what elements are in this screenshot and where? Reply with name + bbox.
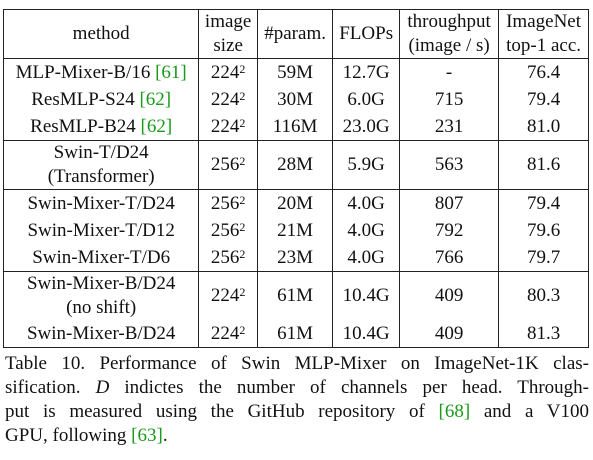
flops-cell: 6.0G xyxy=(332,86,400,113)
throughput-cell: 715 xyxy=(399,86,499,113)
table-row: ResMLP-S24 [62] 2242 30M 6.0G 715 79.4 xyxy=(3,86,589,113)
flops-cell: 4.0G xyxy=(332,217,400,244)
params-cell: 21M xyxy=(256,217,333,244)
method-cell: Swin-Mixer-B/D24 xyxy=(3,320,200,348)
method-cell: ResMLP-B24 [62] xyxy=(3,113,200,141)
table-row: Swin-Mixer-T/D12 2562 21M 4.0G 792 79.6 xyxy=(3,217,589,244)
accuracy-cell: 79.7 xyxy=(498,244,589,272)
citation-link[interactable]: [62] xyxy=(140,115,173,137)
accuracy-cell: 79.6 xyxy=(498,217,589,244)
image-size-cell: 2242 xyxy=(198,271,258,320)
accuracy-cell: 81.3 xyxy=(498,320,589,348)
table-row: ResMLP-B24 [62] 2242 116M 23.0G 231 81.0 xyxy=(3,113,589,141)
caption-line: GPU, following [63]. xyxy=(5,425,168,446)
image-size-cell: 2242 xyxy=(198,320,258,348)
params-cell: 28M xyxy=(256,140,333,190)
group-swin-mixer-tiny: Swin-Mixer-T/D24 2562 20M 4.0G 807 79.4 … xyxy=(3,189,589,272)
image-size-cell: 2562 xyxy=(198,189,258,217)
header-method: method xyxy=(3,9,200,59)
flops-cell: 12.7G xyxy=(332,58,400,86)
throughput-cell: 807 xyxy=(399,189,499,217)
params-cell: 23M xyxy=(256,244,333,272)
method-cell: Swin-T/D24 (Transformer) xyxy=(3,140,200,190)
params-cell: 61M xyxy=(256,271,333,320)
caption-line: put is measured using the GitHub reposit… xyxy=(5,401,589,422)
header-image-size: image size xyxy=(198,9,258,59)
flops-cell: 4.0G xyxy=(332,244,400,272)
image-size-cell: 2562 xyxy=(198,140,258,190)
image-size-cell: 2242 xyxy=(198,113,258,141)
throughput-cell: 792 xyxy=(399,217,499,244)
group-swin-mixer-base: Swin-Mixer-B/D24 (no shift) 2242 61M 10.4… xyxy=(3,271,589,348)
table-row: MLP-Mixer-B/16 [61] 2242 59M 12.7G - 76.… xyxy=(3,58,589,86)
header-top1-acc: ImageNet top-1 acc. xyxy=(498,9,589,59)
accuracy-cell: 80.3 xyxy=(498,271,589,320)
table-row: Swin-Mixer-B/D24 (no shift) 2242 61M 10.4… xyxy=(3,271,589,320)
image-size-cell: 2562 xyxy=(198,244,258,272)
table-row: Swin-Mixer-T/D24 2562 20M 4.0G 807 79.4 xyxy=(3,189,589,217)
image-size-cell: 2242 xyxy=(198,86,258,113)
citation-link[interactable]: [68] xyxy=(438,401,471,422)
accuracy-cell: 79.4 xyxy=(498,189,589,217)
group-mlp-baselines: MLP-Mixer-B/16 [61] 2242 59M 12.7G - 76.… xyxy=(3,58,589,141)
method-cell: Swin-Mixer-T/D12 xyxy=(3,217,200,244)
results-table: method image size #param. FLOPs throughpu… xyxy=(3,9,589,348)
flops-cell: 5.9G xyxy=(332,140,400,190)
header-flops: FLOPs xyxy=(332,9,400,59)
method-cell: Swin-Mixer-B/D24 (no shift) xyxy=(3,271,200,320)
accuracy-cell: 81.0 xyxy=(498,113,589,141)
params-cell: 59M xyxy=(256,58,333,86)
accuracy-cell: 79.4 xyxy=(498,86,589,113)
params-cell: 116M xyxy=(256,113,333,141)
header-row: method image size #param. FLOPs throughpu… xyxy=(3,9,589,59)
header-throughput: throughput (image / s) xyxy=(399,9,499,59)
table-row: Swin-Mixer-B/D24 2242 61M 10.4G 409 81.3 xyxy=(3,320,589,348)
group-transformer: Swin-T/D24 (Transformer) 2562 28M 5.9G 56… xyxy=(3,140,589,190)
caption-line: Table 10. Performance of Swin MLP-Mixer … xyxy=(5,353,589,374)
flops-cell: 4.0G xyxy=(332,189,400,217)
flops-cell: 23.0G xyxy=(332,113,400,141)
header-params: #param. xyxy=(256,9,333,59)
table-caption: Table 10. Performance of Swin MLP-Mixer … xyxy=(5,352,589,448)
throughput-cell: 563 xyxy=(399,140,499,190)
citation-link[interactable]: [61] xyxy=(155,61,187,83)
table-row: Swin-T/D24 (Transformer) 2562 28M 5.9G 56… xyxy=(3,140,589,190)
accuracy-cell: 81.6 xyxy=(498,140,589,190)
method-cell: Swin-Mixer-T/D24 xyxy=(3,189,200,217)
caption-line: sification. D indictes the number of cha… xyxy=(5,377,590,398)
method-cell: ResMLP-S24 [62] xyxy=(3,86,200,113)
throughput-cell: 766 xyxy=(399,244,499,272)
throughput-cell: - xyxy=(399,58,499,86)
throughput-cell: 409 xyxy=(399,271,499,320)
params-cell: 30M xyxy=(256,86,333,113)
citation-link[interactable]: [62] xyxy=(139,88,172,110)
params-cell: 20M xyxy=(256,189,333,217)
accuracy-cell: 76.4 xyxy=(498,58,589,86)
image-size-cell: 2562 xyxy=(198,217,258,244)
throughput-cell: 409 xyxy=(399,320,499,348)
table-row: Swin-Mixer-T/D6 2562 23M 4.0G 766 79.7 xyxy=(3,244,589,272)
flops-cell: 10.4G xyxy=(332,320,400,348)
throughput-cell: 231 xyxy=(399,113,499,141)
method-cell: Swin-Mixer-T/D6 xyxy=(3,244,200,272)
image-size-cell: 2242 xyxy=(198,58,258,86)
citation-link[interactable]: [63] xyxy=(131,425,163,446)
method-cell: MLP-Mixer-B/16 [61] xyxy=(3,58,200,86)
params-cell: 61M xyxy=(256,320,333,348)
flops-cell: 10.4G xyxy=(332,271,400,320)
